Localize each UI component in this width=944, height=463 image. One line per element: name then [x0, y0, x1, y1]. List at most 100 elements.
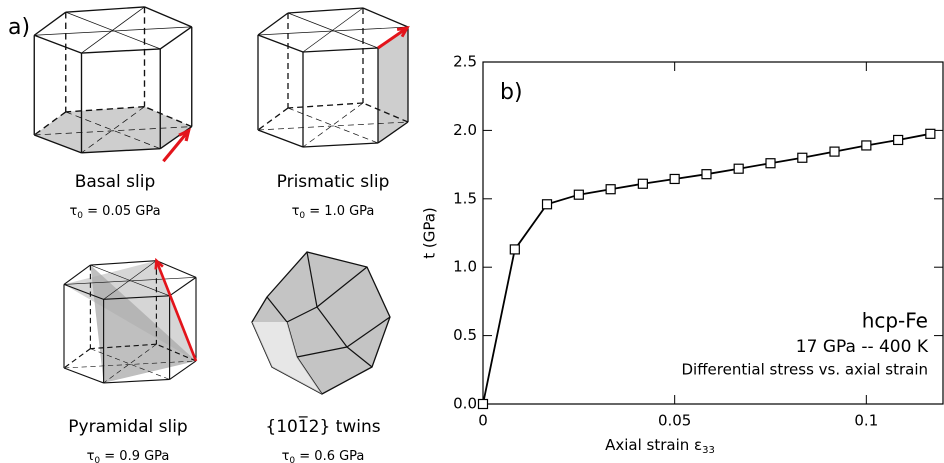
tau-symbol: τ — [87, 449, 95, 463]
slip-arrow-head — [178, 128, 191, 142]
tau-label: τ0 = 1.0 GPa — [292, 204, 375, 221]
annotation: hcp-Fe — [862, 309, 928, 333]
x-tick-label: 0.1 — [854, 412, 878, 430]
slip-plane — [378, 27, 408, 143]
edge — [287, 107, 379, 144]
crystal — [257, 7, 410, 148]
edge — [159, 26, 193, 50]
tau-symbol: τ — [69, 204, 77, 219]
cell-name: Prismatic slip — [277, 172, 390, 192]
tau-value: = 0.9 GPa — [100, 449, 169, 463]
cell-name: Pyramidal slip — [68, 417, 187, 437]
data-marker — [509, 244, 520, 255]
y-tick-label: 1.0 — [453, 258, 477, 276]
edge — [81, 106, 145, 154]
edge — [316, 306, 348, 348]
edge — [302, 102, 364, 148]
edge — [34, 26, 192, 36]
edge — [81, 147, 161, 154]
data-marker — [541, 199, 553, 210]
tau-sub: 0 — [77, 211, 83, 221]
y-tick-label: 0.0 — [453, 395, 477, 413]
slip-plane — [34, 106, 192, 153]
crystal — [251, 251, 391, 395]
data-marker — [861, 140, 872, 151]
tau-value: = 0.05 GPa — [83, 204, 161, 219]
edge — [169, 360, 197, 380]
data-marker — [893, 134, 904, 146]
slip-arrow-head — [396, 26, 410, 38]
data-marker — [605, 184, 616, 195]
cell-name: {101̅2} twins — [265, 415, 380, 437]
crystal — [63, 257, 198, 384]
panel-label: b) — [500, 80, 523, 105]
x-axis-label: Axial strain ε33 — [605, 436, 715, 457]
annotation: Differential stress vs. axial strain — [681, 361, 928, 379]
tau-value: = 0.6 GPa — [295, 449, 364, 463]
edge — [144, 106, 193, 128]
tau-sub: 0 — [299, 211, 305, 221]
edge — [34, 34, 82, 54]
data-marker — [477, 398, 489, 410]
cell-name: Basal slip — [75, 172, 156, 192]
edge — [63, 277, 197, 285]
data-marker — [701, 169, 712, 180]
y-tick-label: 1.5 — [453, 189, 477, 207]
edge — [156, 343, 197, 362]
slip-arrow-head — [154, 257, 164, 270]
edge — [90, 348, 170, 380]
edge — [63, 367, 104, 384]
edge — [65, 11, 161, 50]
edge — [257, 107, 289, 131]
edge — [33, 11, 67, 36]
edge — [302, 142, 379, 148]
edge — [287, 12, 379, 49]
y-tick-label: 2.5 — [453, 53, 477, 71]
edge — [65, 105, 145, 113]
tau-symbol: τ — [292, 204, 300, 219]
edge — [144, 6, 193, 28]
edge — [257, 34, 304, 53]
edge — [169, 276, 197, 297]
tau-sub: 0 — [94, 456, 100, 463]
edge — [257, 12, 289, 36]
y-tick-label: 0.5 — [453, 326, 477, 344]
edge — [362, 7, 409, 28]
data-marker — [733, 163, 744, 174]
annotation: 17 GPa -- 400 K — [796, 337, 929, 357]
edge — [296, 346, 348, 358]
edge — [33, 111, 67, 136]
panel-label: a) — [8, 15, 30, 40]
edge — [90, 260, 157, 266]
plot-frame — [482, 61, 944, 405]
tau-symbol: τ — [282, 449, 290, 463]
twin-face — [252, 322, 322, 394]
tau-label: τ0 = 0.05 GPa — [69, 204, 160, 221]
edge — [103, 260, 157, 300]
data-marker — [669, 173, 680, 185]
data-marker — [797, 152, 808, 163]
edge — [81, 48, 161, 54]
tau-sub: 0 — [289, 456, 295, 463]
edge — [34, 134, 82, 154]
data-marker — [925, 128, 936, 139]
tau-label: τ0 = 0.6 GPa — [282, 449, 365, 463]
x-axis-label-main: Axial strain ε — [605, 436, 702, 454]
slip-arrow — [377, 26, 408, 50]
edge — [287, 7, 364, 14]
edge — [306, 251, 318, 308]
edge — [286, 306, 318, 323]
edge — [63, 360, 197, 369]
edge — [377, 121, 409, 144]
x-axis-label-sub: 33 — [702, 445, 715, 456]
edge — [362, 102, 409, 123]
tau-value: = 1.0 GPa — [305, 204, 374, 219]
edge — [65, 111, 161, 149]
edge — [34, 126, 192, 136]
tau-label: τ0 = 0.9 GPa — [87, 449, 170, 463]
edge — [63, 348, 91, 369]
data-marker — [829, 146, 840, 157]
crystal — [33, 6, 193, 163]
